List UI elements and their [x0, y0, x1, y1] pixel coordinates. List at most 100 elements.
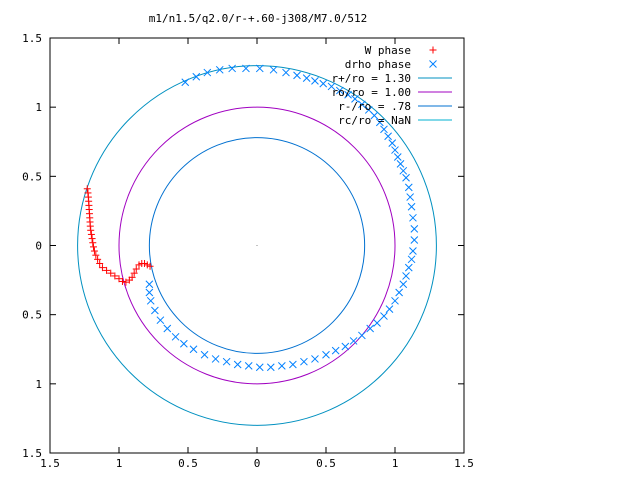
drho-phase-point — [410, 236, 419, 244]
drho-phase-point — [341, 342, 350, 351]
drho-phase-point — [358, 331, 366, 340]
w-phase-point — [118, 277, 126, 285]
drho-phase-point — [351, 95, 359, 103]
x-tick-label: 0.5 — [316, 457, 336, 470]
w-phase-point — [94, 255, 102, 263]
y-tick-label: 0.5 — [22, 309, 42, 322]
w-phase-point — [96, 259, 104, 267]
legend-label: W phase — [365, 44, 411, 57]
drho-phase-point — [406, 193, 415, 201]
drho-phase-point — [319, 79, 328, 88]
drho-phase-point — [222, 357, 231, 366]
drho-phase-point — [402, 272, 410, 280]
y-tick-label: 1 — [35, 378, 42, 391]
x-tick-label: 0 — [254, 457, 261, 470]
drho-phase-point — [407, 255, 416, 264]
drho-phase-point — [404, 263, 413, 272]
center-dot — [256, 245, 258, 246]
w-phase-point — [92, 251, 100, 259]
drho-phase-point — [163, 324, 172, 333]
w-phase-point — [83, 185, 91, 193]
drho-phase-point — [181, 78, 190, 87]
y-tick-label: 1 — [35, 101, 42, 114]
w-phase-point — [89, 239, 97, 247]
y-tick-label: 1.5 — [22, 447, 42, 460]
drho-phase-point — [311, 355, 319, 363]
drho-phase-point — [233, 360, 242, 369]
w-phase-point — [107, 269, 115, 277]
w-phase-point — [128, 273, 136, 281]
w-phase-point — [89, 243, 97, 251]
drho-phase-point — [189, 345, 198, 354]
w-phase-point — [132, 265, 140, 273]
drho-phase-point — [384, 132, 392, 141]
w-phase-point — [87, 226, 95, 234]
drho-phase-point — [393, 153, 402, 161]
drho-phase-point — [244, 361, 253, 370]
drho-phase-point — [145, 280, 154, 289]
drho-phase-point — [327, 82, 336, 91]
drho-phase-point — [366, 324, 375, 333]
w-phase-point — [111, 272, 119, 280]
drho-phase-point — [255, 64, 264, 73]
drho-phase-point — [370, 111, 379, 120]
x-tick-label: 1 — [392, 457, 399, 470]
drho-phase-point — [242, 64, 250, 73]
y-tick-label: 0.5 — [22, 170, 42, 183]
drho-phase-point — [293, 71, 301, 80]
drho-phase-point — [331, 346, 340, 355]
drho-phase-point — [409, 213, 417, 222]
drho-phase-point — [349, 337, 358, 345]
drho-phase-point — [203, 68, 212, 77]
x-tick-label: 1 — [116, 457, 123, 470]
drho-phase-point — [255, 363, 264, 372]
reference-circle — [148, 137, 366, 354]
drho-phase-point — [404, 183, 413, 192]
drho-phase-point — [180, 339, 188, 348]
y-tick-label: 1.5 — [22, 32, 42, 45]
drho-phase-point — [399, 280, 408, 289]
w-phase-point — [87, 230, 95, 238]
drho-phase-point — [391, 146, 399, 154]
drho-phase-point — [156, 316, 165, 325]
drho-phase-point — [302, 74, 311, 82]
legend-marker — [429, 46, 437, 54]
drho-phase-point — [277, 361, 286, 370]
legend-marker — [429, 60, 437, 68]
w-phase-point — [130, 269, 138, 277]
drho-phase-point — [373, 319, 381, 327]
drho-phase-point — [211, 355, 220, 363]
w-phase-point — [98, 264, 106, 272]
legend-label: r+/ro = 1.30 — [332, 72, 411, 85]
x-tick-label: 0.5 — [178, 457, 198, 470]
axis-ticks: 1.5 1 0.5 0 0.5 1 1.51.510.500.511.5 — [22, 32, 474, 470]
drho-phase-point — [145, 288, 154, 297]
drho-phase-point — [402, 173, 410, 182]
drho-phase-point — [388, 139, 397, 147]
drho-phase-point — [380, 125, 388, 134]
drho-phase-point — [146, 296, 155, 305]
drho-phase-point — [410, 225, 419, 233]
drho-phase-point — [311, 77, 319, 85]
w-phase-point — [90, 247, 98, 255]
drho-phase-point — [407, 202, 416, 211]
drho-phase-point — [385, 305, 394, 313]
drho-phase-point — [391, 296, 399, 305]
drho-phase-point — [396, 160, 405, 168]
legend-label: rc/ro = NaN — [338, 114, 411, 127]
w-phase-point — [146, 262, 154, 270]
drho-phase-point — [266, 363, 275, 372]
x-tick-label: 1.5 — [454, 457, 474, 470]
drho-phase-point — [269, 65, 278, 74]
legend-label: ro/ro = 1.00 — [332, 86, 411, 99]
x-tick-label: 1.5 — [40, 457, 60, 470]
drho-phase-point — [228, 64, 237, 73]
drho-phase-point — [215, 65, 224, 74]
drho-phase-point — [289, 360, 297, 369]
drho-phase-point — [358, 100, 366, 109]
reference-circle — [118, 106, 396, 385]
drho-phase-point — [409, 247, 417, 255]
drho-phase-point — [344, 90, 352, 99]
